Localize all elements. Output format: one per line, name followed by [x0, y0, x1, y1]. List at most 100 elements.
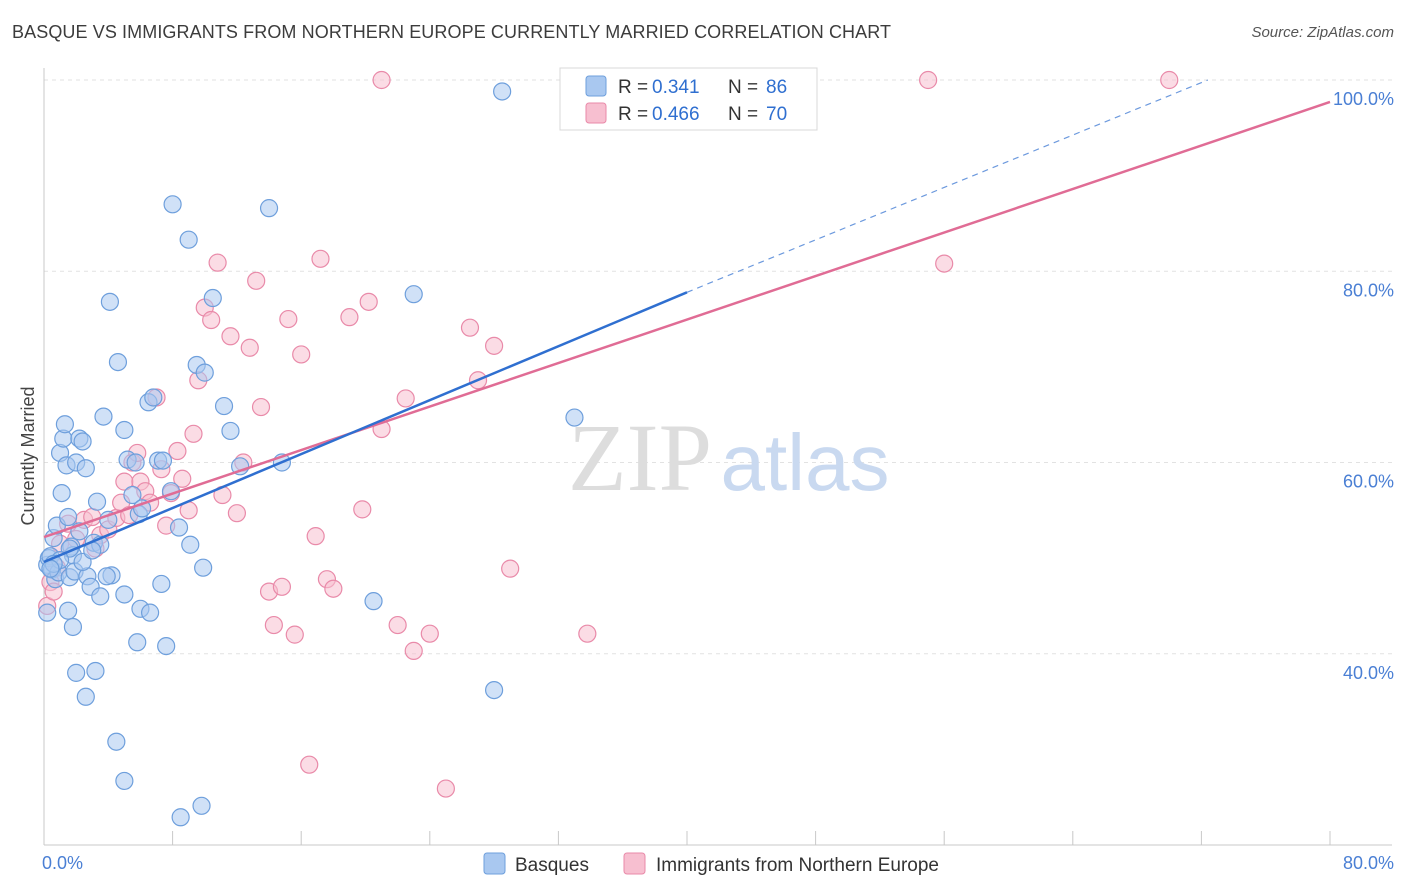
- immigrants-point: [1160, 70, 1179, 90]
- y-tick-label: 80.0%: [1343, 280, 1394, 300]
- legend-r-value-immigrants: 0.466: [652, 104, 700, 125]
- series-immigrants-northern-europe: [38, 70, 1179, 798]
- immigrants-point: [501, 559, 520, 578]
- legend-r-value-basques: 0.341: [652, 77, 700, 98]
- immigrants-point: [272, 577, 292, 596]
- basques-point: [86, 661, 105, 681]
- immigrants-point: [436, 779, 455, 798]
- legend-n-label-basques: N =: [728, 77, 758, 98]
- legend-top: R = 0.341 N = 86 R = 0.466 N = 70: [559, 67, 818, 131]
- bottom-legend-swatch-basques: [483, 852, 506, 875]
- basques-point: [181, 535, 200, 554]
- basques-point: [485, 680, 504, 700]
- legend-bottom: Basques Immigrants from Northern Europe: [483, 852, 939, 876]
- trend-lines: [43, 79, 1331, 564]
- basques-point: [128, 633, 147, 652]
- basques-point: [157, 636, 176, 656]
- basques-point: [52, 484, 71, 503]
- basques-point: [94, 407, 113, 426]
- immigrants-point: [300, 755, 319, 774]
- basques-point: [163, 195, 182, 214]
- basques-point: [97, 567, 116, 586]
- y-tick-labels: 40.0% 60.0% 80.0% 100.0%: [1333, 89, 1394, 683]
- basques-point: [59, 601, 78, 620]
- basques-trend-line: [43, 291, 688, 564]
- y-tick-label: 60.0%: [1343, 472, 1394, 492]
- legend-n-value-basques: 86: [766, 77, 787, 98]
- basques-point: [179, 230, 198, 249]
- immigrants-point: [353, 500, 372, 519]
- basques-point: [194, 558, 213, 577]
- x-tick-label: 0.0%: [42, 853, 83, 873]
- immigrants-point: [396, 389, 415, 408]
- immigrants-point: [292, 345, 311, 364]
- immigrants-point: [578, 624, 597, 643]
- basques-point: [493, 82, 512, 101]
- basques-point: [115, 585, 134, 604]
- basques-point: [169, 518, 189, 537]
- y-axis-title: Currently Married: [18, 386, 38, 525]
- basques-point: [100, 292, 120, 311]
- basques-point: [107, 732, 126, 751]
- immigrants-point: [173, 469, 192, 488]
- immigrants-point: [184, 424, 203, 443]
- basques-point: [115, 771, 134, 791]
- immigrants-point: [340, 308, 359, 327]
- immigrants-point: [221, 327, 240, 346]
- grid-lines: [44, 79, 1392, 655]
- basques-point: [76, 459, 95, 478]
- basques-point: [140, 603, 160, 622]
- basques-point: [87, 492, 107, 511]
- immigrants-point: [306, 527, 325, 546]
- chart-title: BASQUE VS IMMIGRANTS FROM NORTHERN EUROP…: [12, 22, 892, 42]
- basques-point: [153, 451, 173, 470]
- basques-point: [59, 507, 78, 527]
- basques-point: [171, 808, 190, 827]
- immigrants-point: [919, 70, 938, 90]
- basques-point: [115, 420, 134, 440]
- immigrants-point: [324, 579, 343, 598]
- immigrants-point: [279, 309, 298, 329]
- y-tick-label: 40.0%: [1343, 663, 1394, 683]
- immigrants-point: [285, 625, 304, 644]
- basques-point: [144, 388, 163, 407]
- immigrants-point: [935, 254, 954, 273]
- bottom-legend-swatch-immigrants: [623, 852, 646, 875]
- immigrants-point: [168, 441, 187, 461]
- legend-n-value-immigrants: 70: [766, 104, 787, 125]
- immigrants-point: [240, 338, 259, 357]
- immigrants-point: [420, 624, 439, 643]
- basques-trend-extension: [686, 79, 1209, 293]
- watermark: ZIP atlas: [568, 404, 889, 511]
- bottom-legend-label-immigrants: Immigrants from Northern Europe: [656, 855, 939, 876]
- basques-point: [55, 415, 74, 434]
- y-tick-label: 100.0%: [1333, 89, 1394, 109]
- legend-swatch-basques: [585, 75, 607, 97]
- basques-point: [259, 199, 279, 218]
- immigrants-point: [264, 615, 283, 635]
- x-tick-labels: 0.0% 80.0%: [42, 853, 1394, 873]
- basques-point: [203, 288, 222, 308]
- basques-point: [63, 617, 83, 637]
- legend-n-label-immigrants: N =: [728, 104, 758, 125]
- immigrants-point: [359, 292, 378, 311]
- basques-point: [565, 408, 584, 427]
- immigrants-point: [227, 504, 246, 523]
- immigrants-point: [404, 641, 423, 660]
- basques-point: [221, 421, 240, 441]
- immigrants-point: [208, 253, 227, 272]
- basques-point: [73, 432, 92, 451]
- basques-point: [38, 603, 57, 622]
- basques-point: [76, 687, 95, 706]
- immigrants-point: [460, 318, 480, 337]
- legend-r-label-immigrants: R =: [618, 104, 648, 125]
- immigrants-point: [388, 615, 407, 635]
- immigrants-trend-line: [43, 100, 1331, 539]
- basques-point: [126, 453, 145, 472]
- immigrants-point: [251, 397, 271, 417]
- legend-r-label-basques: R =: [618, 77, 648, 98]
- x-tick-label: 80.0%: [1343, 853, 1394, 873]
- bottom-legend-label-basques: Basques: [515, 855, 589, 876]
- axes: [43, 68, 1392, 846]
